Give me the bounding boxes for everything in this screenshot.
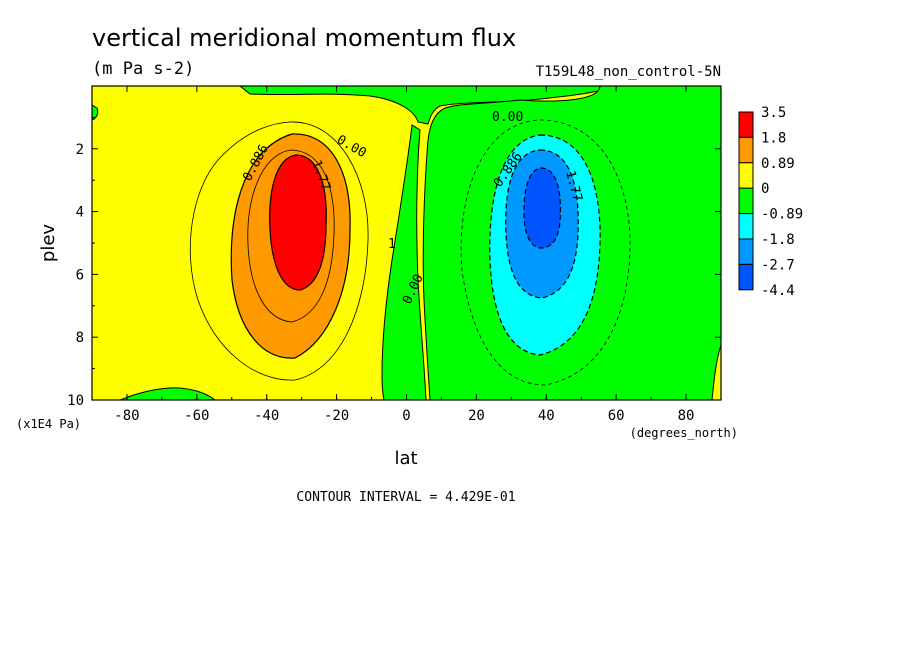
x-axis-units: (degrees_north) (630, 426, 738, 440)
colorbar-swatch (738, 238, 754, 265)
colorbar: 3.5 1.8 0.89 0 -0.89 -1.8 -2.7 -4.4 (738, 105, 803, 299)
y-axis-title: plev (38, 224, 59, 263)
fill-negative-dark-blue (523, 167, 562, 249)
x-tick-label: -20 (324, 408, 349, 424)
x-tick-label: -40 (254, 408, 279, 424)
x-tick-label: -80 (114, 408, 139, 424)
y-tick-label: 4 (76, 205, 84, 221)
y-axis-units: (x1E4 Pa) (16, 417, 81, 431)
contour-positive-outer (189, 121, 369, 381)
fill-region-center-green (381, 124, 427, 400)
contour-interval: CONTOUR INTERVAL = 4.429E-01 (296, 490, 515, 505)
chart-units: (m Pa s-2) (92, 59, 194, 79)
colorbar-swatch (738, 213, 754, 240)
y-tick-label: 10 (67, 393, 84, 409)
colorbar-level-label: -1.8 (761, 232, 795, 248)
contour-label-one: 1 (388, 237, 396, 252)
fill-positive-red (269, 154, 327, 291)
y-tick-label: 8 (76, 330, 84, 346)
x-tick-label: 40 (538, 408, 555, 424)
fill-region-right-edge-yellow (711, 344, 721, 400)
x-tick-label: 0 (402, 408, 410, 424)
colorbar-level-label: 3.5 (761, 105, 786, 121)
colorbar-level-label: 0.89 (761, 156, 795, 172)
y-axis: 2 4 6 8 10 (67, 116, 721, 409)
y-tick-label: 2 (76, 142, 84, 158)
x-tick-label: 80 (678, 408, 695, 424)
y-tick-label: 6 (76, 267, 84, 283)
colorbar-level-label: 1.8 (761, 130, 786, 146)
colorbar-swatch (738, 187, 754, 215)
colorbar-swatch (738, 111, 754, 138)
contour-label-zero-top: 0.00 (492, 110, 523, 125)
contour-field (92, 86, 721, 400)
colorbar-level-label: -0.89 (761, 207, 803, 223)
colorbar-level-label: 0 (761, 181, 769, 197)
fill-region-bottom-left-green (119, 387, 216, 400)
x-tick-label: -60 (184, 408, 209, 424)
colorbar-swatch (738, 162, 754, 189)
colorbar-swatch (738, 263, 754, 291)
colorbar-level-label: -2.7 (761, 257, 795, 273)
colorbar-level-label: -4.4 (761, 283, 795, 299)
x-tick-label: 60 (608, 408, 625, 424)
run-label: T159L48_non_control-5N (536, 64, 721, 80)
contour-negative-outer (460, 119, 631, 386)
contour-positive-1 (247, 149, 335, 323)
fill-region-top-green (239, 86, 611, 125)
colorbar-swatch (738, 136, 754, 164)
chart-title: vertical meridional momentum flux (92, 24, 516, 52)
x-axis-title: lat (394, 448, 417, 469)
x-tick-label: 20 (468, 408, 485, 424)
x-axis: -80 -60 -40 -20 0 20 40 60 80 (91, 86, 722, 424)
